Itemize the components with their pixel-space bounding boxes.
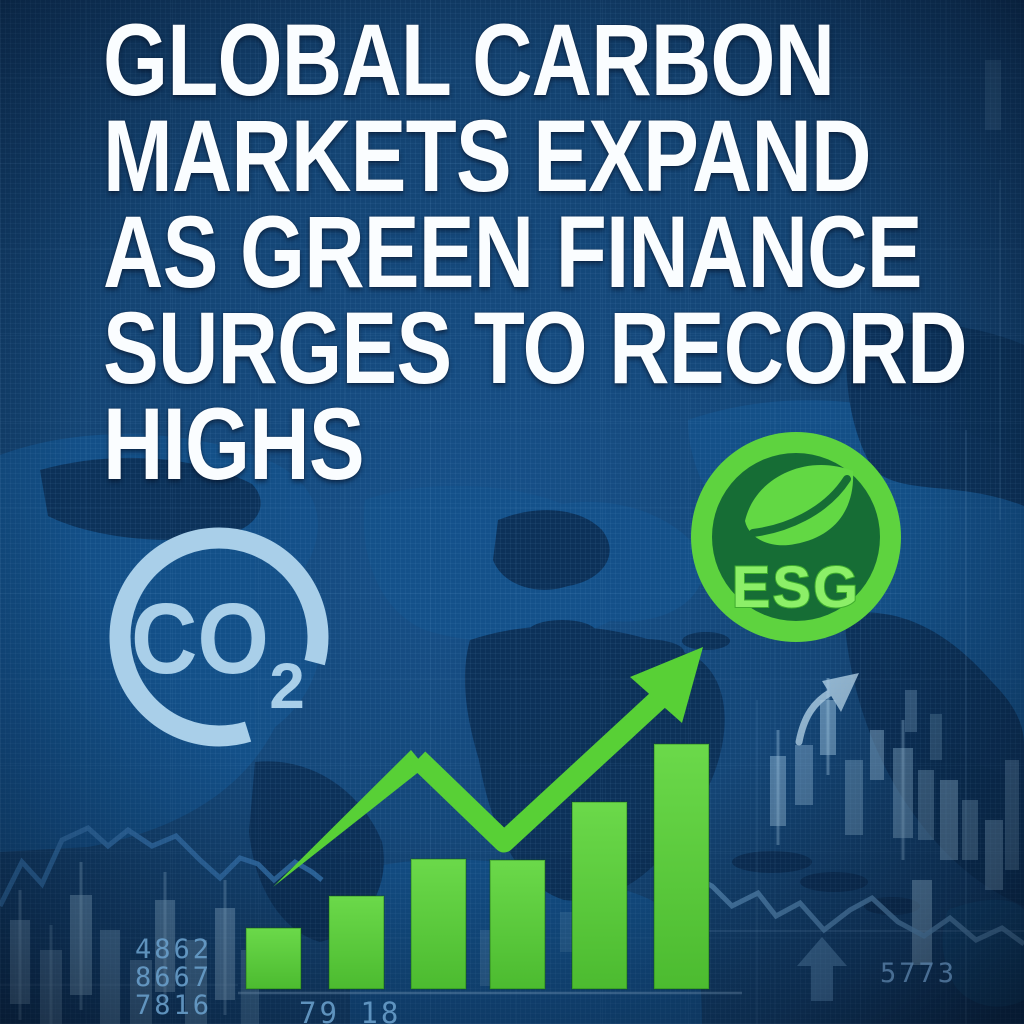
- bar: [245, 927, 302, 990]
- bar: [653, 743, 710, 990]
- headline-line-2: MARKETS EXPAND: [103, 99, 871, 213]
- ticker-bottom-right: 5773: [880, 958, 958, 989]
- bar: [328, 895, 385, 990]
- trend-arrow: [273, 647, 703, 887]
- bar: [410, 858, 467, 990]
- ticker-value: 7816: [135, 990, 213, 1021]
- ticker-value: 4862: [135, 934, 213, 965]
- bar: [489, 859, 546, 990]
- ticker-bottom-center: 79 18: [299, 996, 402, 1024]
- line-chart-decoration: [0, 825, 1024, 947]
- co2-subscript-text: 2: [269, 650, 305, 722]
- map-australia: [942, 899, 1024, 1007]
- headline-line-3: AS GREEN FINANCE: [103, 195, 923, 309]
- esg-label: ESG: [732, 555, 861, 620]
- bar: [571, 801, 628, 990]
- bar-chart: [245, 743, 710, 990]
- ticker-left-column: 4862 8667 7816: [135, 936, 212, 1020]
- ticker-value: 8667: [135, 962, 213, 993]
- headline-line-1: GLOBAL CARBON: [103, 3, 835, 117]
- headline-line-4: SURGES TO RECORD: [103, 291, 967, 405]
- up-arrow-icon: [797, 937, 847, 1001]
- headline-line-5: HIGHS: [103, 387, 365, 501]
- candlestick-chart-decoration-left: [10, 862, 572, 1024]
- co2-formula-text: CO: [131, 583, 269, 694]
- small-trend-arrow-icon: [795, 673, 859, 746]
- co2-badge: CO 2: [109, 527, 329, 747]
- headline: GLOBAL CARBON MARKETS EXPAND AS GREEN FI…: [103, 3, 967, 501]
